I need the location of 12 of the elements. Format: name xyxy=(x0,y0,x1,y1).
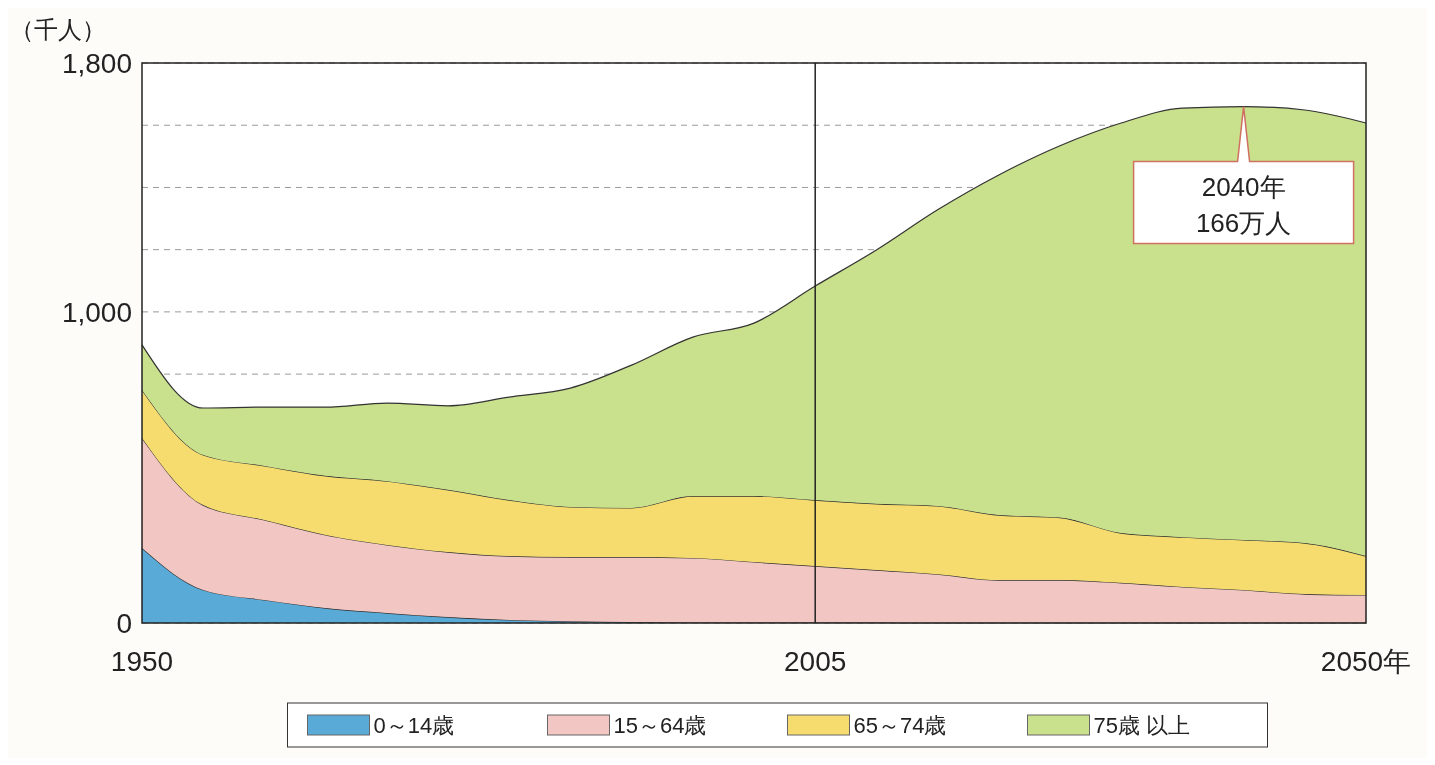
annotation: 2040年 166万人 xyxy=(1195,171,1292,238)
y-tick-label: 0 xyxy=(116,607,132,639)
legend-label: 0～14歳 xyxy=(373,713,455,738)
x-tick-label: 2050年 xyxy=(1320,646,1412,677)
y-tick-label: 1,000 xyxy=(61,296,132,328)
legend-label: 65～74歳 xyxy=(853,713,947,738)
x-tick-label: 2005 xyxy=(784,646,847,677)
y-axis-title: （千人） xyxy=(10,16,106,43)
y-tick-label: 1,800 xyxy=(61,47,132,79)
legend-label: 15～64歳 xyxy=(613,713,707,738)
x-tick-label: 1950 xyxy=(110,646,174,677)
legend-label: 75歳 以上 xyxy=(1093,713,1191,738)
